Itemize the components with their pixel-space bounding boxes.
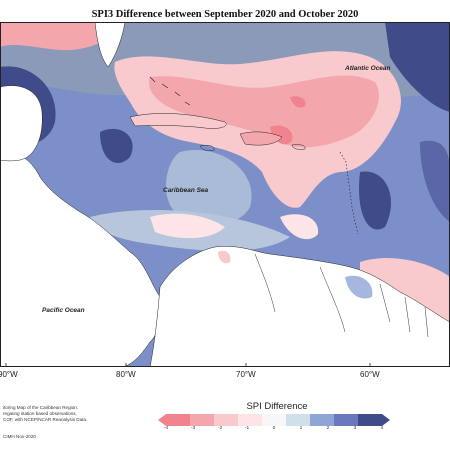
lon-label-70w: 70°W bbox=[236, 370, 256, 379]
legend-tick-label: -2 bbox=[217, 426, 223, 431]
credit-line-3: COF, with NCEP/NCAR Reanalysis Data. bbox=[3, 417, 88, 422]
landmass-puerto-rico bbox=[291, 144, 306, 150]
wet-patch-northeast bbox=[385, 22, 450, 112]
wet-patch-gulf bbox=[100, 128, 133, 164]
dry-peak-hispaniola bbox=[270, 125, 293, 145]
landmass-central-america bbox=[0, 151, 163, 367]
legend-swatch bbox=[166, 414, 191, 426]
bahamas-islands bbox=[149, 76, 191, 106]
legend-tick-label: -1 bbox=[244, 426, 250, 431]
legend-swatch bbox=[310, 414, 335, 426]
legend-tick-label: 0 bbox=[272, 426, 276, 431]
legend-swatch bbox=[286, 414, 311, 426]
wet-patch-east-caribbean bbox=[359, 171, 391, 230]
credit-line-1: itoring Map of the Caribbean Region. bbox=[3, 405, 79, 410]
halo-central-caribbean bbox=[165, 150, 252, 225]
legend-tick-label: 3 bbox=[353, 426, 357, 431]
lon-label-80w: 80°W bbox=[116, 370, 136, 379]
dry-core-atlantic bbox=[149, 75, 379, 148]
legend-tick-label: 2 bbox=[326, 426, 330, 431]
dry-region-northwest bbox=[0, 22, 120, 51]
landmass-south-america bbox=[149, 246, 450, 367]
legend-tick-label: -4 bbox=[163, 426, 169, 431]
credit-line-2: regating station based observations, bbox=[3, 411, 77, 416]
label-pacific-ocean: Pacific Ocean bbox=[42, 307, 85, 314]
legend-tick-label: 4 bbox=[380, 426, 384, 431]
legend-title: SPI Difference bbox=[246, 401, 308, 412]
legend-arrow-right bbox=[382, 414, 390, 426]
legend-swatch bbox=[190, 414, 215, 426]
lon-label-90w: 90°W bbox=[0, 370, 18, 379]
map-title: SPI3 Difference between September 2020 a… bbox=[91, 9, 359, 20]
legend-swatch bbox=[214, 414, 239, 426]
landmass-cuba bbox=[129, 113, 227, 129]
dry-peak-atlantic bbox=[290, 96, 306, 108]
wet-patch-far-east bbox=[420, 140, 450, 222]
legend-swatch bbox=[334, 414, 359, 426]
landmass-hispaniola bbox=[239, 131, 283, 146]
legend-tick-label: 1 bbox=[299, 426, 303, 431]
country-border-colombia-venezuela bbox=[254, 253, 429, 338]
landmass-florida bbox=[94, 22, 126, 68]
dry-region-caribbean bbox=[150, 213, 225, 239]
label-caribbean-sea: Caribbean Sea bbox=[163, 187, 209, 194]
legend-swatch bbox=[238, 414, 263, 426]
lon-label-60w: 60°W bbox=[360, 370, 380, 379]
credit-line-5: CIMH Nov-2020 bbox=[3, 434, 36, 439]
dry-patch-coast bbox=[218, 250, 231, 264]
legend-swatch bbox=[262, 414, 287, 426]
wet-patch-venezuela-coast bbox=[345, 275, 373, 299]
dry-region-south bbox=[280, 214, 319, 240]
spi-difference-map: Atlantic Ocean Caribbean Sea Pacific Oce… bbox=[0, 22, 450, 367]
landmass-jamaica bbox=[199, 144, 215, 152]
label-atlantic-ocean: Atlantic Ocean bbox=[344, 65, 391, 72]
legend-tick-label: -3 bbox=[190, 426, 196, 431]
lesser-antilles-chain bbox=[339, 151, 359, 235]
legend-colorbar bbox=[158, 414, 390, 426]
legend-swatch bbox=[358, 414, 383, 426]
legend-arrow-left bbox=[158, 414, 166, 426]
landmass-yucatan bbox=[0, 85, 43, 162]
